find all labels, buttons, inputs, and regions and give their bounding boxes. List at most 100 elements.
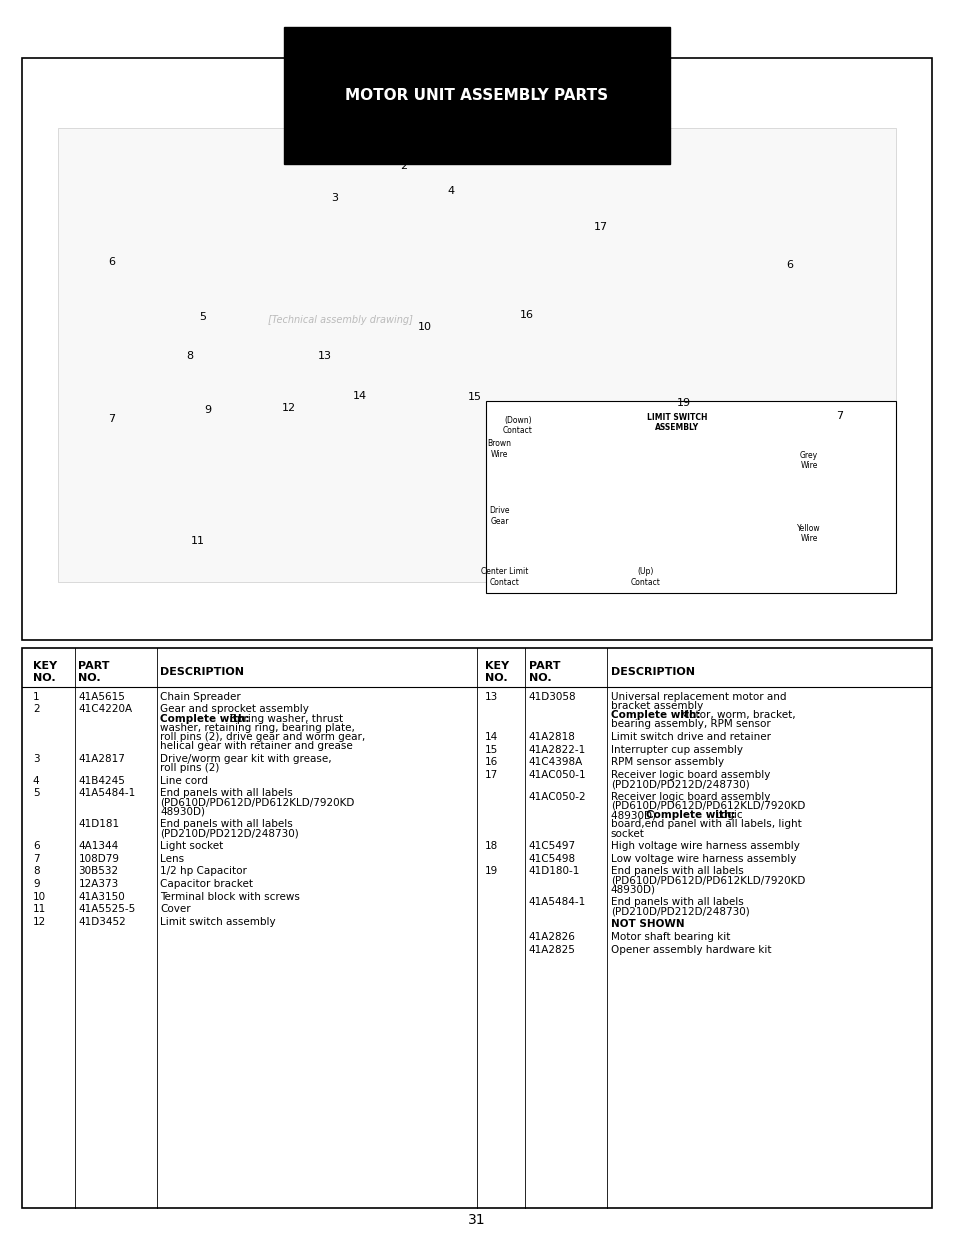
Text: Logic: Logic <box>711 810 741 820</box>
Text: Opener assembly hardware kit: Opener assembly hardware kit <box>610 945 770 955</box>
Text: (PD210D/PD212D/248730): (PD210D/PD212D/248730) <box>160 829 298 839</box>
Text: 48930D): 48930D) <box>610 810 659 820</box>
Text: Complete with:: Complete with: <box>645 810 735 820</box>
Text: PART: PART <box>528 661 559 671</box>
Text: (Up)
Contact: (Up) Contact <box>630 567 659 587</box>
Text: 9: 9 <box>204 405 211 415</box>
Text: 1/2 hp Capacitor: 1/2 hp Capacitor <box>160 867 247 877</box>
Text: 1: 1 <box>417 117 424 127</box>
Text: Gear and sprocket assembly: Gear and sprocket assembly <box>160 704 309 714</box>
Text: 4: 4 <box>447 185 455 195</box>
Text: Complete with:: Complete with: <box>610 710 700 720</box>
Text: Complete with:: Complete with: <box>160 714 250 724</box>
Text: 4A1344: 4A1344 <box>78 841 118 851</box>
Text: 3: 3 <box>33 753 39 763</box>
Text: 10: 10 <box>33 892 46 902</box>
Text: 41A5484-1: 41A5484-1 <box>78 788 135 798</box>
Text: 16: 16 <box>519 310 534 320</box>
Bar <box>486 401 895 594</box>
Text: Motor shaft bearing kit: Motor shaft bearing kit <box>610 932 729 942</box>
Text: 6: 6 <box>33 841 39 851</box>
Text: 30B532: 30B532 <box>78 867 118 877</box>
Text: NO.: NO. <box>485 673 507 683</box>
Text: (PD610D/PD612D/PD612KLD/7920KD: (PD610D/PD612D/PD612KLD/7920KD <box>610 800 804 811</box>
Text: 7: 7 <box>836 411 842 421</box>
Text: 18: 18 <box>485 841 497 851</box>
Text: 17: 17 <box>593 222 607 232</box>
Text: 6: 6 <box>109 257 115 267</box>
Text: End panels with all labels: End panels with all labels <box>160 819 293 830</box>
Text: 41C4220A: 41C4220A <box>78 704 132 714</box>
Text: 16: 16 <box>485 757 497 767</box>
Text: Yellow
Wire: Yellow Wire <box>797 524 821 543</box>
Text: 41AC050-1: 41AC050-1 <box>528 769 586 779</box>
Text: Receiver logic board assembly: Receiver logic board assembly <box>610 792 769 802</box>
Text: 7: 7 <box>109 414 115 424</box>
Text: NO.: NO. <box>33 673 55 683</box>
Text: 48930D): 48930D) <box>610 885 655 895</box>
Text: LIMIT SWITCH
ASSEMBLY: LIMIT SWITCH ASSEMBLY <box>646 412 707 432</box>
Text: PART: PART <box>78 661 110 671</box>
Text: 14: 14 <box>352 390 366 400</box>
Text: (PD210D/PD212D/248730): (PD210D/PD212D/248730) <box>610 779 749 789</box>
Text: 31: 31 <box>468 1213 485 1228</box>
Text: 11: 11 <box>33 904 46 914</box>
Text: Limit switch assembly: Limit switch assembly <box>160 916 275 926</box>
Text: End panels with all labels: End panels with all labels <box>610 867 742 877</box>
Text: (PD610D/PD612D/PD612KLD/7920KD: (PD610D/PD612D/PD612KLD/7920KD <box>160 798 355 808</box>
Text: 11: 11 <box>191 536 204 546</box>
Text: 41A2825: 41A2825 <box>528 945 576 955</box>
Text: bearing assembly, RPM sensor: bearing assembly, RPM sensor <box>610 720 770 730</box>
Text: 9: 9 <box>33 879 39 889</box>
Text: Line cord: Line cord <box>160 776 208 785</box>
Text: MOTOR UNIT ASSEMBLY PARTS: MOTOR UNIT ASSEMBLY PARTS <box>345 89 608 104</box>
Text: roll pins (2), drive gear and worm gear,: roll pins (2), drive gear and worm gear, <box>160 732 365 742</box>
Text: 41B4245: 41B4245 <box>78 776 125 785</box>
Text: 3: 3 <box>331 193 338 203</box>
Text: End panels with all labels: End panels with all labels <box>160 788 293 798</box>
Text: 15: 15 <box>467 391 481 401</box>
Text: 108D79: 108D79 <box>78 853 119 863</box>
Text: 41AC050-2: 41AC050-2 <box>528 792 586 802</box>
Text: KEY: KEY <box>485 661 509 671</box>
Text: (Down)
Contact: (Down) Contact <box>502 416 533 435</box>
Text: DESCRIPTION: DESCRIPTION <box>160 667 244 677</box>
Text: 41A2826: 41A2826 <box>528 932 576 942</box>
Text: Drive
Gear: Drive Gear <box>489 506 510 526</box>
Text: 41A2818: 41A2818 <box>528 732 576 742</box>
Text: 41A5615: 41A5615 <box>78 692 125 701</box>
Text: 12A373: 12A373 <box>78 879 118 889</box>
Text: Lens: Lens <box>160 853 184 863</box>
Text: 13: 13 <box>485 692 497 701</box>
Text: (PD210D/PD212D/248730): (PD210D/PD212D/248730) <box>610 906 749 916</box>
Text: 48930D): 48930D) <box>160 806 205 816</box>
Text: 5: 5 <box>199 312 206 322</box>
Text: 41C5498: 41C5498 <box>528 853 576 863</box>
Text: 41A5484-1: 41A5484-1 <box>528 898 585 908</box>
Text: 6: 6 <box>785 259 793 269</box>
Text: Light socket: Light socket <box>160 841 223 851</box>
Text: Drive/worm gear kit with grease,: Drive/worm gear kit with grease, <box>160 753 332 763</box>
Text: roll pins (2): roll pins (2) <box>160 763 219 773</box>
Text: 2: 2 <box>399 161 406 170</box>
Text: Universal replacement motor and: Universal replacement motor and <box>610 692 785 701</box>
Text: 10: 10 <box>417 322 432 332</box>
Text: Chain Spreader: Chain Spreader <box>160 692 241 701</box>
Text: socket: socket <box>610 829 644 839</box>
Text: 19: 19 <box>677 398 691 408</box>
Text: 2: 2 <box>33 704 39 714</box>
Text: Low voltage wire harness assembly: Low voltage wire harness assembly <box>610 853 796 863</box>
Text: 19: 19 <box>485 867 497 877</box>
Text: 18: 18 <box>644 111 659 121</box>
Text: 41A2817: 41A2817 <box>78 753 125 763</box>
Text: 41A2822-1: 41A2822-1 <box>528 745 585 755</box>
Text: 15: 15 <box>485 745 497 755</box>
Text: 17: 17 <box>485 769 497 779</box>
Text: 4: 4 <box>33 776 39 785</box>
Text: Grey
Wire: Grey Wire <box>800 451 818 471</box>
Text: Cover: Cover <box>160 904 191 914</box>
Text: NO.: NO. <box>528 673 551 683</box>
Text: 41A3150: 41A3150 <box>78 892 125 902</box>
Text: 41D180-1: 41D180-1 <box>528 867 579 877</box>
Text: 1: 1 <box>33 692 39 701</box>
